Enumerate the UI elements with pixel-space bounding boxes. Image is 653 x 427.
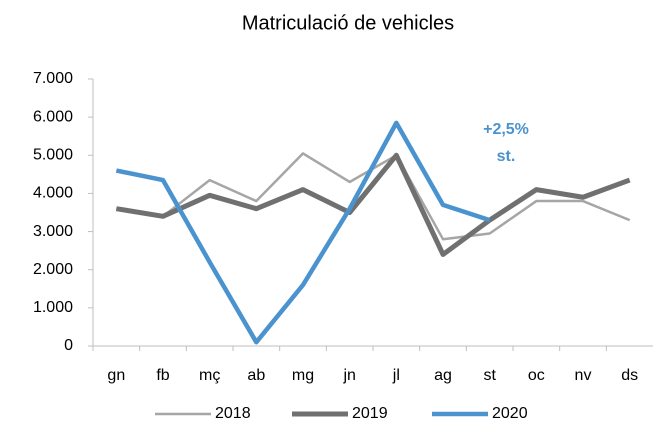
- legend-label: 2018: [215, 405, 251, 422]
- y-tick-label: 0: [64, 337, 73, 354]
- x-tick-label: jn: [342, 367, 355, 384]
- x-tick-label: gn: [107, 367, 125, 384]
- x-tick-label: ds: [621, 367, 638, 384]
- series-line: [115, 120, 491, 345]
- x-tick-label: ab: [247, 367, 265, 384]
- y-tick-label: 2.000: [33, 261, 73, 278]
- chart-title: Matriculació de vehicles: [242, 12, 454, 34]
- x-tick-label: oc: [528, 367, 545, 384]
- x-tick-label: jl: [392, 367, 400, 384]
- legend-label: 2019: [352, 405, 388, 422]
- y-tick-label: 3.000: [33, 223, 73, 240]
- y-tick-label: 4.000: [33, 185, 73, 202]
- y-tick-label: 1.000: [33, 299, 73, 316]
- x-tick-label: mç: [199, 367, 220, 384]
- y-tick-label: 5.000: [33, 147, 73, 164]
- x-tick-label: mg: [292, 367, 314, 384]
- y-tick-label: 6.000: [33, 108, 73, 125]
- series-line: [115, 152, 631, 257]
- annotation: st.: [497, 148, 516, 165]
- x-tick-label: nv: [575, 367, 592, 384]
- x-tick-label: fb: [156, 367, 169, 384]
- y-tick-label: 7.000: [33, 70, 73, 87]
- legend-label: 2020: [492, 405, 528, 422]
- x-tick-label: ag: [434, 367, 452, 384]
- x-tick-label: st: [483, 367, 496, 384]
- annotation: +2,5%: [483, 121, 529, 138]
